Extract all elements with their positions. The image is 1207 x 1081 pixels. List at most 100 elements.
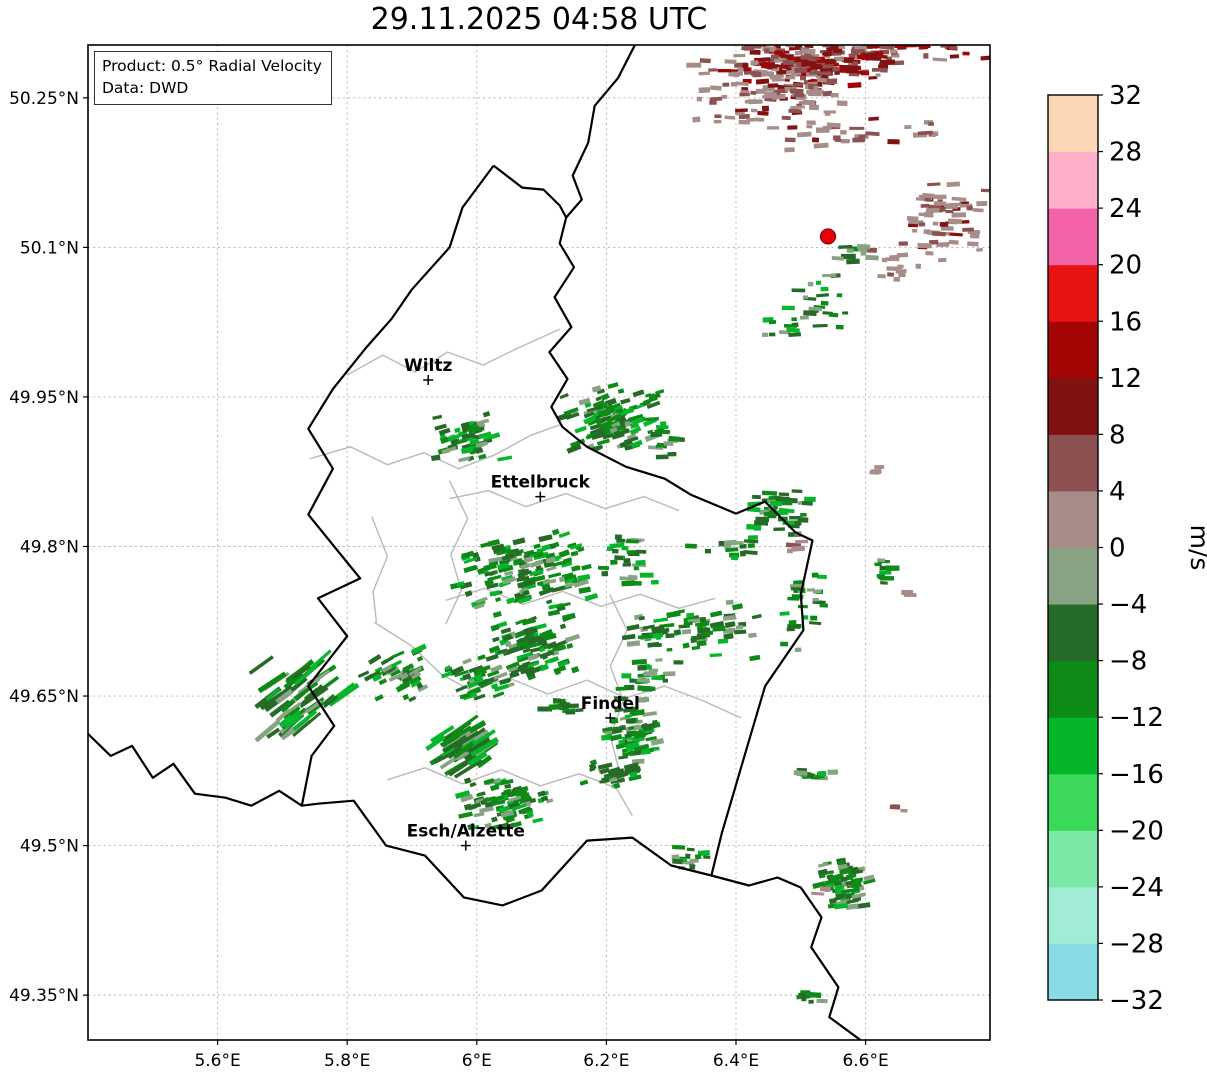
- echo-cluster: [597, 534, 659, 587]
- echo-cluster: [785, 531, 809, 554]
- colorbar-tick-label: 0: [1109, 534, 1126, 564]
- x-tick-label: 5.8°E: [324, 1051, 370, 1071]
- city-ettelbruck: Ettelbruck: [491, 473, 591, 502]
- x-tick-label: 6.2°E: [583, 1051, 629, 1071]
- colorbar: 32 28 24 20 16 12 8 4 0 −4 −8 −12 −16 −20 −24 −28 −32 m/s: [1047, 81, 1207, 1016]
- y-tick-label: 49.5°N: [20, 837, 79, 857]
- district-border-line: [445, 587, 716, 609]
- echo-cluster: [793, 767, 839, 781]
- x-tick-label: 5.6°E: [194, 1051, 240, 1071]
- colorbar-bin: [1048, 886, 1098, 944]
- echo-cluster: [746, 489, 816, 537]
- district-border-line: [608, 593, 628, 772]
- echo-cluster: [781, 273, 849, 330]
- colorbar-tick-label: −4: [1109, 590, 1147, 620]
- x-tick-label: 6°E: [462, 1051, 492, 1071]
- echo-cluster: [901, 589, 917, 598]
- echo-cluster: [874, 558, 900, 585]
- colorbar-bin: [1048, 547, 1098, 605]
- x-tick-label: 6.4°E: [713, 1051, 759, 1071]
- echo-cluster: [248, 649, 360, 743]
- echo-cluster: [812, 857, 876, 911]
- colorbar-bin: [1048, 321, 1098, 379]
- district-border-line: [346, 328, 560, 376]
- city-label-ettelbruck: Ettelbruck: [491, 473, 591, 493]
- echo-cluster: [557, 382, 666, 454]
- y-tick-label: 50.1°N: [20, 238, 79, 258]
- echo-cluster: [645, 417, 685, 460]
- echo-cluster: [671, 844, 711, 870]
- district-border-line: [387, 767, 633, 817]
- colorbar-unit-label: m/s: [1185, 525, 1207, 571]
- colorbar-tick-label: 20: [1109, 251, 1142, 281]
- echo-cluster: [425, 714, 500, 779]
- product-label: Product: 0.5° Radial Velocity: [102, 57, 322, 75]
- y-tick-label: 50.25°N: [9, 89, 79, 109]
- echo-cluster: [579, 759, 642, 789]
- district-border-line: [449, 490, 680, 512]
- colorbar-tick-label: 16: [1109, 307, 1142, 337]
- district-border-line: [309, 424, 560, 470]
- city-esch-alzette: Esch/Alzette: [407, 822, 525, 851]
- colorbar-tick-label: −16: [1109, 760, 1164, 790]
- echo-cluster: [898, 181, 990, 263]
- y-tick-label: 49.65°N: [9, 687, 79, 707]
- echo-cluster: [686, 58, 759, 125]
- colorbar-tick-label: 12: [1109, 364, 1142, 394]
- city-findel: Findel: [581, 694, 640, 723]
- colorbar-bin: [1048, 660, 1098, 718]
- echo-cluster: [869, 465, 885, 475]
- colorbar-bin: [1048, 151, 1098, 209]
- y-tick-label: 49.8°N: [20, 537, 79, 557]
- echo-cluster: [779, 572, 828, 653]
- city-label-esch-alzette: Esch/Alzette: [407, 822, 525, 842]
- axes: 5.6°E 5.8°E 6°E 6.2°E 6.4°E 6.6°E 50.25°N 50.1°…: [9, 44, 991, 1071]
- colorbar-tick-label: 4: [1109, 477, 1126, 507]
- echo-cluster: [601, 706, 665, 765]
- echo-cluster: [440, 653, 520, 701]
- colorbar-bin: [1048, 943, 1098, 1001]
- echo-cluster: [537, 697, 584, 715]
- city-label-findel: Findel: [581, 694, 640, 714]
- colorbar-tick-label: 8: [1109, 420, 1126, 450]
- figure-title: 29.11.2025 04:58 UTC: [370, 2, 708, 37]
- city-wiltz: Wiltz: [404, 356, 453, 385]
- echo-cluster: [889, 804, 908, 813]
- product-info-box: Product: 0.5° Radial Velocity Data: DWD: [94, 51, 332, 105]
- echo-cluster: [430, 410, 513, 463]
- colorbar-bin: [1048, 264, 1098, 322]
- echo-cluster: [866, 242, 932, 282]
- echo-cluster: [449, 528, 599, 618]
- echo-cluster: [621, 599, 762, 662]
- echo-cluster: [811, 886, 832, 896]
- colorbar-bin: [1048, 95, 1098, 153]
- colorbar-tick-label: −12: [1109, 703, 1164, 733]
- colorbar-bin: [1048, 434, 1098, 492]
- colorbar-bin: [1048, 717, 1098, 775]
- colorbar-tick-label: 24: [1109, 194, 1142, 224]
- city-annotations: Wiltz Ettelbruck Findel Esch/Alzette: [404, 356, 640, 851]
- colorbar-tick-label: −20: [1109, 816, 1164, 846]
- y-tick-label: 49.35°N: [9, 986, 79, 1006]
- colorbar-tick-label: −8: [1109, 647, 1147, 677]
- colorbar-bin: [1048, 830, 1098, 888]
- colorbar-bin: [1048, 773, 1098, 831]
- border-luxembourg: [300, 164, 814, 907]
- colorbar-bin: [1048, 604, 1098, 662]
- echo-cluster: [614, 658, 684, 703]
- echo-cluster: [357, 643, 429, 703]
- y-tick-label: 49.95°N: [9, 388, 79, 408]
- district-border-line: [371, 516, 389, 623]
- colorbar-bin: [1048, 208, 1098, 266]
- x-tick-label: 6.6°E: [842, 1051, 888, 1071]
- colorbar-tick-label: −28: [1109, 929, 1164, 959]
- echo-cluster: [831, 243, 879, 265]
- colorbar-tick-label: −32: [1109, 986, 1164, 1016]
- colorbar-tick-label: 28: [1109, 138, 1142, 168]
- echo-cluster: [722, 67, 848, 122]
- radar-site-marker: [819, 228, 837, 245]
- echo-cluster: [761, 317, 802, 337]
- radar-echoes: [248, 45, 990, 1004]
- echo-cluster: [685, 535, 759, 561]
